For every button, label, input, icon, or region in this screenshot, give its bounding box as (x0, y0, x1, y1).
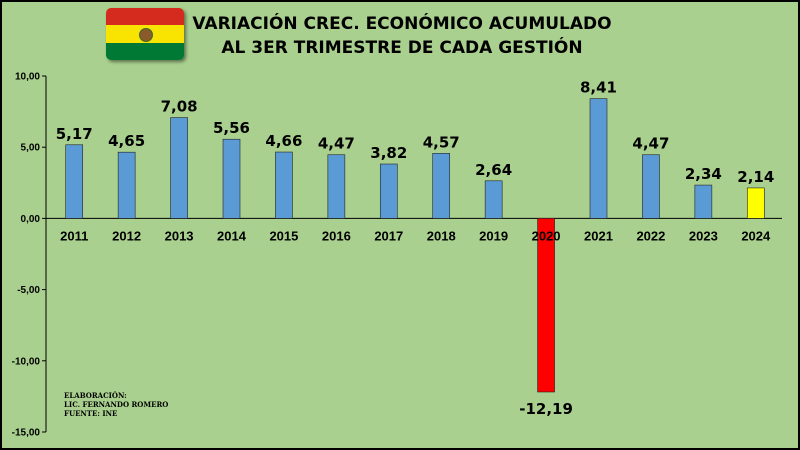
y-tick-label: 0,00 (21, 214, 41, 225)
chart-title-line-2: AL 3ER TRIMESTRE DE CADA GESTIÓN (221, 38, 583, 58)
x-tick-label-2013: 2013 (165, 228, 194, 243)
bar-2024 (746, 187, 765, 219)
x-tick-label-2014: 2014 (217, 228, 247, 243)
data-label-2018: 4,57 (423, 133, 460, 151)
data-label-2015: 4,66 (265, 132, 302, 150)
bolivia-flag-icon (106, 8, 184, 60)
coat-of-arms-icon (139, 27, 153, 42)
y-tick-label: -10,00 (12, 356, 41, 367)
y-tick-label: -15,00 (12, 428, 41, 439)
credits-line-3: FUENTE: INE (64, 409, 118, 418)
chart-title: VARIACIÓN CREC. ECONÓMICO ACUMULADO AL 3… (192, 12, 612, 60)
x-tick-label-2022: 2022 (636, 228, 665, 243)
bar-2020 (537, 218, 555, 393)
data-label-2013: 7,08 (161, 98, 198, 116)
x-tick-label-2017: 2017 (374, 228, 403, 243)
y-tick-label: -5,00 (17, 285, 40, 296)
data-label-2022: 4,47 (632, 135, 669, 153)
x-tick-label-2016: 2016 (322, 228, 351, 243)
credits-line-1: ELABORACIÓN: (64, 391, 127, 400)
data-label-2023: 2,34 (685, 165, 722, 183)
x-tick-label-2020: 2020 (532, 228, 561, 243)
x-tick-label-2021: 2021 (584, 228, 613, 243)
credits-note: ELABORACIÓN: LIC. FERNANDO ROMERO FUENTE… (64, 391, 168, 418)
bar-2014 (222, 138, 241, 219)
x-tick-label-2023: 2023 (689, 228, 718, 243)
data-label-2011: 5,17 (56, 125, 93, 143)
x-tick-label-2011: 2011 (60, 228, 88, 243)
data-label-2024: 2,14 (737, 168, 774, 186)
bar-2015 (275, 151, 293, 219)
bar-2018 (432, 153, 451, 219)
y-tick-label: 10,00 (15, 72, 40, 83)
data-label-2020: -12,19 (519, 400, 573, 418)
x-tick-label-2015: 2015 (269, 228, 298, 243)
data-label-2014: 5,56 (213, 119, 250, 137)
bar-2019 (484, 180, 503, 219)
x-tick-label-2018: 2018 (427, 228, 456, 243)
data-label-2016: 4,47 (318, 135, 355, 153)
bar-2017 (379, 163, 398, 219)
bar-2021 (589, 98, 608, 219)
data-label-2021: 8,41 (580, 79, 617, 97)
bar-2016 (327, 154, 346, 219)
credits-line-2: LIC. FERNANDO ROMERO (64, 400, 169, 409)
bar-2013 (170, 117, 188, 219)
chart-title-line-1: VARIACIÓN CREC. ECONÓMICO ACUMULADO (192, 14, 612, 34)
x-tick-label-2012: 2012 (112, 228, 141, 243)
data-label-2017: 3,82 (370, 144, 407, 162)
bar-2022 (642, 154, 660, 219)
x-tick-label-2019: 2019 (479, 228, 508, 243)
bar-2011 (65, 144, 84, 219)
data-label-2012: 4,65 (108, 132, 145, 150)
y-tick-label: 5,00 (21, 143, 41, 154)
data-label-2019: 2,64 (475, 161, 512, 179)
x-tick-label-2024: 2024 (741, 228, 771, 243)
bar-2012 (117, 151, 136, 219)
bar-2023 (694, 184, 713, 219)
